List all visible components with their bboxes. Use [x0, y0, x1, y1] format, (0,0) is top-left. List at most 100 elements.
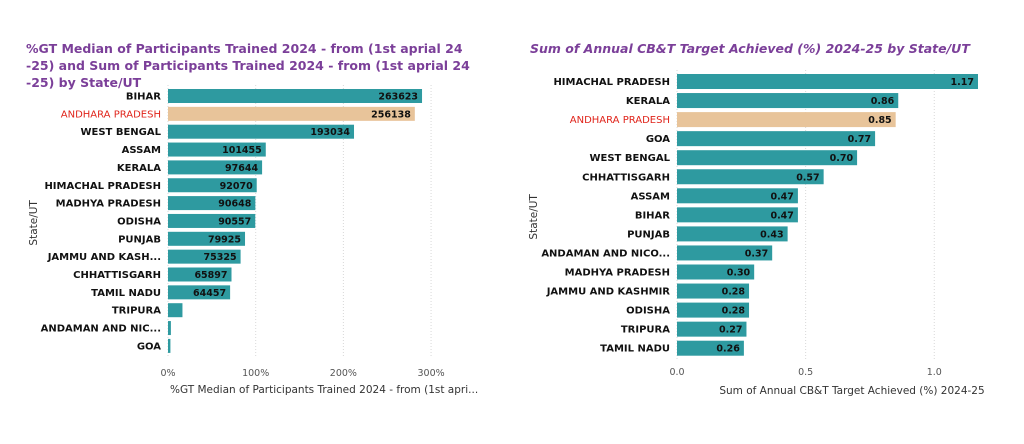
- right-x-tick-label: 0.5: [798, 367, 813, 378]
- left-data-label: 193034: [310, 127, 350, 138]
- right-data-label: 0.70: [830, 153, 854, 164]
- left-bar[interactable]: [168, 338, 171, 353]
- left-category-label: ANDAMAN AND NIC...: [41, 324, 161, 335]
- right-bar[interactable]: [677, 169, 824, 185]
- right-bar-chart: 0.0 0.5 1.0 HIMACHAL PRADESH 1.17 KERALA 0.86 A…: [528, 70, 985, 397]
- left-bar[interactable]: [168, 267, 232, 282]
- right-bar[interactable]: [677, 188, 798, 204]
- left-bar[interactable]: [168, 249, 241, 264]
- right-chart-title: Sum of Annual CB&T Target Achieved (%) 2…: [530, 41, 970, 56]
- right-bar[interactable]: [677, 302, 750, 318]
- right-data-label: 0.57: [796, 172, 819, 183]
- left-data-label: 263623: [378, 92, 418, 103]
- right-data-label: 0.47: [770, 210, 793, 221]
- left-x-tick-label: 0%: [160, 368, 175, 379]
- left-y-axis-title: State/UT: [28, 200, 40, 246]
- left-x-tick-label: 100%: [242, 368, 269, 379]
- left-category-label: GOA: [137, 341, 161, 352]
- left-bar[interactable]: [168, 196, 256, 211]
- right-bar[interactable]: [677, 226, 788, 242]
- left-category-label: ODISHA: [117, 216, 161, 227]
- left-chart-title: %GT Median of Participants Trained 2024 …: [26, 41, 470, 90]
- right-data-label: 0.28: [722, 306, 746, 317]
- right-data-label: 0.28: [722, 287, 746, 298]
- right-x-tick-label: 0.0: [669, 367, 684, 378]
- right-data-label: 1.17: [951, 77, 974, 88]
- right-bar[interactable]: [677, 245, 773, 261]
- right-category-label: GOA: [646, 134, 670, 145]
- left-category-label: TRIPURA: [112, 306, 161, 317]
- right-category-label: CHHATTISGARH: [582, 172, 670, 183]
- left-data-label: 64457: [193, 288, 226, 299]
- left-category-label: ANDHARA PRADESH: [61, 109, 161, 120]
- right-y-axis-title: State/UT: [528, 194, 540, 240]
- left-category-label: CHHATTISGARH: [73, 270, 161, 281]
- left-category-label: TAMIL NADU: [91, 288, 161, 299]
- right-category-label: KERALA: [626, 96, 670, 107]
- left-bar[interactable]: [168, 142, 266, 157]
- left-bar[interactable]: [168, 285, 231, 300]
- left-data-label: 92070: [220, 181, 253, 192]
- right-category-label: ANDHARA PRADESH: [570, 115, 670, 126]
- right-bar[interactable]: [677, 340, 744, 356]
- right-bar[interactable]: [677, 150, 858, 166]
- left-data-label: 101455: [222, 145, 262, 156]
- right-data-label: 0.77: [848, 134, 871, 145]
- left-bar[interactable]: [168, 89, 423, 103]
- left-data-label: 65897: [194, 270, 227, 281]
- right-category-label: TAMIL NADU: [600, 344, 670, 355]
- left-data-label: 97644: [225, 163, 258, 174]
- right-category-label: ODISHA: [626, 306, 670, 317]
- right-data-label: 0.37: [745, 248, 768, 259]
- right-category-label: MADHYA PRADESH: [565, 268, 670, 279]
- left-category-label: PUNJAB: [118, 234, 161, 245]
- right-category-label: BIHAR: [635, 210, 670, 221]
- right-bar[interactable]: [677, 283, 750, 299]
- right-category-label: TRIPURA: [621, 325, 670, 336]
- right-data-label: 0.30: [727, 268, 751, 279]
- left-data-label: 90648: [218, 199, 251, 210]
- left-bar[interactable]: [168, 231, 246, 246]
- left-data-label: 256138: [371, 109, 411, 120]
- left-bar[interactable]: [168, 303, 183, 318]
- left-bar[interactable]: [168, 178, 257, 193]
- right-category-label: ASSAM: [631, 191, 670, 202]
- right-data-label: 0.47: [770, 191, 793, 202]
- right-bar[interactable]: [677, 321, 747, 337]
- left-data-label: 90557: [218, 216, 251, 227]
- left-bar[interactable]: [168, 213, 256, 228]
- right-chart-panel: Sum of Annual CB&T Target Achieved (%) 2…: [512, 0, 1024, 444]
- right-bar[interactable]: [677, 264, 755, 280]
- left-bar[interactable]: [168, 321, 171, 336]
- left-category-label: JAMMU AND KASH...: [47, 252, 161, 263]
- right-category-label: JAMMU AND KASHMIR: [546, 287, 671, 298]
- left-bar[interactable]: [168, 160, 263, 175]
- left-bar-chart: 0% 100% 200% 300% BIHAR 263623 ANDHARA PRADESH…: [28, 85, 478, 396]
- left-chart-panel: %GT Median of Participants Trained 2024 …: [0, 0, 500, 444]
- right-bar[interactable]: [677, 131, 876, 147]
- left-bar[interactable]: [168, 106, 415, 121]
- left-data-label: 75325: [204, 252, 237, 263]
- right-bar[interactable]: [677, 93, 899, 109]
- left-category-label: ASSAM: [122, 145, 161, 156]
- right-data-label: 0.85: [868, 115, 891, 126]
- right-bar[interactable]: [677, 74, 978, 89]
- right-category-label: WEST BENGAL: [589, 153, 670, 164]
- right-bar[interactable]: [677, 207, 798, 223]
- right-bar[interactable]: [677, 112, 896, 128]
- right-x-tick-label: 1.0: [927, 367, 942, 378]
- left-data-label: 79925: [208, 234, 241, 245]
- left-x-tick-label: 200%: [330, 368, 357, 379]
- left-category-label: HIMACHAL PRADESH: [44, 181, 161, 192]
- left-bar[interactable]: [168, 124, 355, 139]
- left-category-label: WEST BENGAL: [80, 127, 161, 138]
- right-data-label: 0.86: [871, 96, 895, 107]
- left-x-tick-label: 300%: [417, 368, 444, 379]
- right-category-label: PUNJAB: [627, 229, 670, 240]
- right-data-label: 0.26: [716, 344, 740, 355]
- right-data-label: 0.27: [719, 325, 742, 336]
- right-x-axis-title: Sum of Annual CB&T Target Achieved (%) 2…: [719, 385, 984, 397]
- left-category-label: KERALA: [117, 163, 161, 174]
- left-x-axis-title: %GT Median of Participants Trained 2024 …: [170, 384, 478, 396]
- left-category-label: BIHAR: [126, 92, 161, 103]
